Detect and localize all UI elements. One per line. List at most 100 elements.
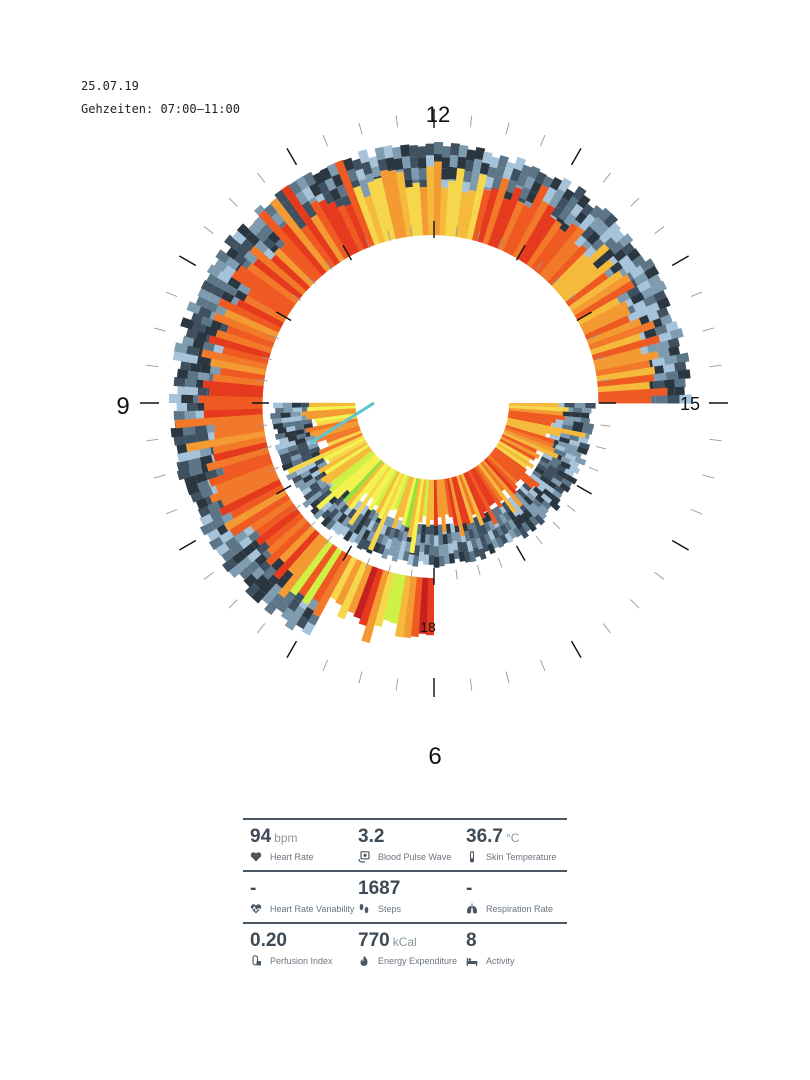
heatmap-cell bbox=[644, 265, 660, 280]
heatmap-cell bbox=[455, 531, 462, 543]
heatmap-cell bbox=[449, 154, 459, 168]
heatmap-cell bbox=[406, 536, 412, 543]
heatmap-cell bbox=[448, 553, 456, 564]
heatmap-cell bbox=[292, 407, 302, 413]
heatmap-cell bbox=[492, 186, 523, 249]
heatmap-cell bbox=[298, 445, 310, 454]
heatmap-cell bbox=[177, 451, 190, 463]
heatmap-cell bbox=[213, 441, 268, 462]
heatmap-cell bbox=[641, 286, 656, 300]
heatmap-cell bbox=[301, 606, 315, 621]
hour-label-18: 18 bbox=[420, 619, 436, 635]
heatmap-cell bbox=[409, 478, 424, 554]
heatmap-cell bbox=[220, 322, 229, 333]
heatmap-cell bbox=[433, 535, 439, 547]
heart-icon bbox=[250, 852, 262, 862]
hour-tick bbox=[322, 134, 329, 147]
heatmap-cell bbox=[197, 306, 213, 319]
heatmap-cell bbox=[375, 471, 400, 514]
heatmap-cell bbox=[273, 247, 315, 288]
spiral-bands bbox=[168, 141, 692, 644]
heatmap-cell bbox=[531, 470, 542, 479]
heatmap-cell bbox=[207, 431, 215, 441]
heatmap-cell bbox=[361, 161, 373, 176]
heatmap-cell bbox=[395, 171, 413, 238]
stat-respiration-rate: - Respiration Rate bbox=[466, 878, 554, 914]
heatmap-cell bbox=[232, 230, 247, 245]
heatmap-cell bbox=[217, 270, 232, 284]
heatmap-cell bbox=[574, 235, 587, 248]
heatmap-cell bbox=[345, 203, 370, 250]
heatmap-cell bbox=[475, 525, 484, 536]
heatmap-cell bbox=[215, 249, 231, 264]
hour-tick bbox=[589, 334, 599, 340]
flame-icon bbox=[360, 955, 368, 966]
heatmap-cell bbox=[523, 495, 534, 506]
heatmap-cell bbox=[373, 175, 382, 180]
heatmap-cell bbox=[674, 378, 686, 388]
heatmap-cell bbox=[223, 264, 237, 278]
heatmap-cell bbox=[287, 598, 301, 612]
heatmap-cell bbox=[490, 538, 500, 549]
heatmap-cell bbox=[493, 447, 528, 473]
heatmap-cell bbox=[309, 182, 323, 197]
heatmap-cell bbox=[579, 300, 629, 331]
heatmap-cell bbox=[405, 186, 418, 237]
heatmap-cell bbox=[287, 444, 299, 453]
heatmap-cell bbox=[506, 509, 517, 522]
heatmap-cell bbox=[212, 436, 267, 455]
hour-tick bbox=[477, 565, 481, 576]
heatmap-cell bbox=[306, 410, 357, 420]
heatmap-cell bbox=[363, 517, 372, 528]
heatmap-cell bbox=[295, 615, 309, 630]
heatmap-cell bbox=[389, 574, 406, 625]
heatmap-cell bbox=[401, 477, 417, 526]
heatmap-cell bbox=[556, 216, 565, 225]
heatmap-cell bbox=[348, 532, 358, 544]
heatmap-cell bbox=[271, 211, 285, 226]
heatmap-cell bbox=[189, 362, 202, 373]
heatmap-cell bbox=[224, 234, 240, 250]
heatmap-cell bbox=[472, 528, 480, 540]
heatmap-cell bbox=[501, 434, 538, 454]
heatmap-cell bbox=[657, 350, 660, 359]
heatmap-cell bbox=[556, 454, 563, 461]
heatmap-cell bbox=[209, 468, 277, 504]
heatmap-cell bbox=[604, 237, 617, 250]
heatmap-cell bbox=[483, 521, 492, 532]
heatmap-cell bbox=[393, 528, 401, 539]
heatmap-cell bbox=[295, 175, 310, 191]
hour-tick bbox=[286, 148, 298, 166]
hour-tick bbox=[505, 122, 510, 135]
stats-table: 94 bpm Heart Rate 3.2 Blood Pulse Wave 36… bbox=[243, 818, 567, 974]
heatmap-cell bbox=[423, 554, 430, 565]
heatmap-cell bbox=[531, 485, 536, 490]
heatmap-cell bbox=[184, 433, 198, 444]
heatmap-cell bbox=[283, 407, 294, 413]
heatmap-cell bbox=[234, 253, 248, 266]
heatmap-cell bbox=[395, 575, 412, 638]
heatmap-cell bbox=[434, 154, 443, 162]
heatmap-cell bbox=[197, 287, 212, 301]
heatmap-cell bbox=[387, 169, 407, 238]
heatmap-cell bbox=[446, 533, 453, 544]
heatmap-cell bbox=[334, 496, 344, 506]
heatmap-cell bbox=[255, 229, 269, 243]
heatmap-cell bbox=[327, 482, 334, 488]
heatmap-cell bbox=[470, 170, 481, 184]
heatmap-cell bbox=[540, 493, 553, 505]
heatmap-cell bbox=[208, 458, 273, 487]
heatmap-cell bbox=[274, 432, 286, 440]
heatmap-cell bbox=[651, 357, 666, 368]
heatmap-cell bbox=[231, 550, 247, 565]
heatmap-cell bbox=[404, 541, 412, 552]
heatmap-cell bbox=[429, 534, 434, 545]
heatmap-cell bbox=[544, 186, 558, 201]
heatmap-cell bbox=[316, 415, 358, 427]
heatmap-cell bbox=[335, 558, 363, 606]
heatmap-cell bbox=[334, 197, 345, 208]
heatmap-cell bbox=[256, 503, 297, 537]
heatmap-cell bbox=[293, 478, 305, 489]
heatmap-cell bbox=[513, 504, 524, 516]
heatmap-cell bbox=[506, 420, 561, 437]
